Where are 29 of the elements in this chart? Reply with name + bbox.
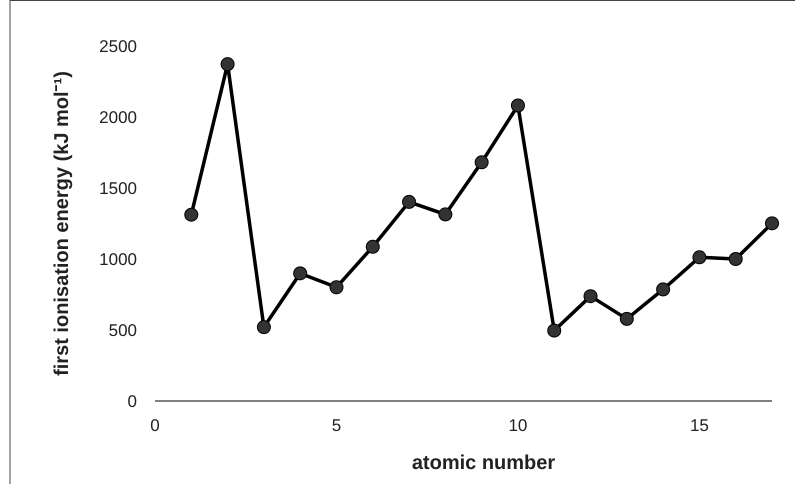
point xyxy=(620,312,634,326)
point xyxy=(510,98,525,112)
point xyxy=(256,320,271,334)
y-axis-title: first ionisation energy (kJ mol⁻¹) xyxy=(51,71,73,376)
point xyxy=(329,280,344,294)
point xyxy=(184,208,198,222)
point xyxy=(584,289,598,304)
x-tick-label: 5 xyxy=(332,416,342,435)
point xyxy=(474,155,489,170)
y-tick-label: 1500 xyxy=(99,178,137,198)
y-tick-label: 0 xyxy=(128,392,137,411)
point xyxy=(366,240,380,254)
y-tick-label: 2500 xyxy=(99,36,137,56)
y-tick-label: 1000 xyxy=(99,250,137,269)
point xyxy=(765,216,779,230)
point xyxy=(692,250,706,264)
point xyxy=(656,282,670,296)
point xyxy=(547,324,562,338)
x-tick-label: 10 xyxy=(508,416,528,435)
x-tick-label: 0 xyxy=(150,416,160,435)
x-axis-title: atomic number xyxy=(412,452,556,474)
x-tick-label: 15 xyxy=(690,416,709,435)
point xyxy=(220,57,235,72)
point xyxy=(293,266,308,280)
point xyxy=(402,194,416,209)
point xyxy=(728,252,743,266)
y-tick-label: 2000 xyxy=(99,108,137,127)
y-tick-label: 500 xyxy=(108,320,137,340)
point xyxy=(438,207,452,222)
